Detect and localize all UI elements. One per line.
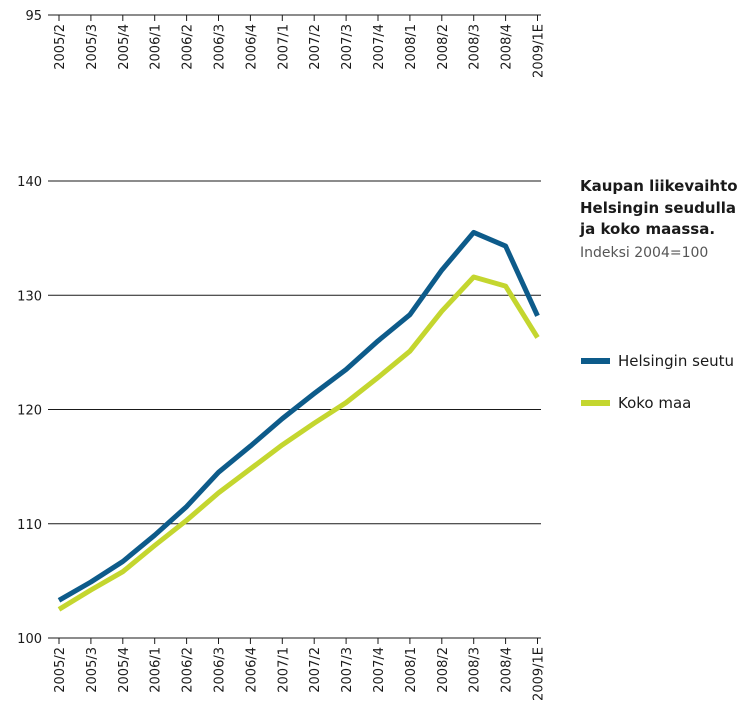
chart-subtitle: Indeksi 2004=100 xyxy=(580,244,709,261)
x-tick-label: 2007/3 xyxy=(340,647,355,693)
top-axis-tick-label: 2008/3 xyxy=(468,24,483,70)
y-tick-label: 110 xyxy=(17,518,42,533)
top-axis-value-label: 95 xyxy=(25,9,42,24)
x-tick-label: 2006/3 xyxy=(213,647,228,693)
legend-swatch-helsingin-seutu xyxy=(581,358,610,364)
x-tick-label: 2008/4 xyxy=(500,647,515,693)
legend-label-helsingin-seutu: Helsingin seutu xyxy=(618,352,735,370)
top-axis-tick-label: 2007/4 xyxy=(372,24,387,70)
x-tick-label: 2007/2 xyxy=(308,647,323,693)
y-tick-label: 120 xyxy=(17,404,42,419)
x-tick-label: 2006/2 xyxy=(181,647,196,693)
top-axis-tick-label: 2005/2 xyxy=(53,24,68,70)
chart-title: Kaupan liikevaihto Helsingin seudulla ja… xyxy=(580,177,738,238)
legend-swatch-koko-maa xyxy=(581,400,610,406)
legend-item-koko-maa: Koko maa xyxy=(581,394,691,412)
x-tick-label: 2007/4 xyxy=(372,647,387,693)
x-tick-label: 2008/3 xyxy=(468,647,483,693)
series-line-helsingin-seutu xyxy=(57,229,540,603)
x-tick-label: 2005/4 xyxy=(117,647,132,693)
top-axis-tick-label: 2007/3 xyxy=(340,24,355,70)
top-axis-tick-label: 2006/4 xyxy=(244,24,259,70)
x-tick-label: 2008/1 xyxy=(404,647,419,693)
y-tick-label: 130 xyxy=(17,289,42,304)
x-tick-label: 2006/4 xyxy=(244,647,259,693)
top-axis-tick-label: 2006/1 xyxy=(149,24,164,70)
top-axis-tick-label: 2007/1 xyxy=(276,24,291,70)
y-tick-label: 140 xyxy=(17,175,42,190)
top-axis-tick-label: 2006/2 xyxy=(181,24,196,70)
series-line-koko-maa xyxy=(57,274,540,612)
legend-label-koko-maa: Koko maa xyxy=(618,394,692,412)
top-axis-tick-label: 2008/4 xyxy=(500,24,515,70)
x-tick-label: 2009/1E xyxy=(532,647,547,701)
x-tick-label: 2006/1 xyxy=(149,647,164,693)
top-axis-tick-label: 2008/1 xyxy=(404,24,419,70)
top-axis-tick-label: 2009/1E xyxy=(532,24,547,78)
x-tick-label: 2005/2 xyxy=(53,647,68,693)
x-tick-label: 2008/2 xyxy=(436,647,451,693)
top-axis-tick-label: 2008/2 xyxy=(436,24,451,70)
legend-item-helsingin-seutu: Helsingin seutu xyxy=(581,352,734,370)
top-axis-tick-label: 2007/2 xyxy=(308,24,323,70)
top-axis-tick-label: 2005/3 xyxy=(85,24,100,70)
x-tick-label: 2005/3 xyxy=(85,647,100,693)
y-tick-label: 100 xyxy=(17,632,42,647)
top-axis-tick-label: 2005/4 xyxy=(117,24,132,70)
chart-title-block: Kaupan liikevaihto Helsingin seudulla ja… xyxy=(580,176,744,264)
x-tick-label: 2007/1 xyxy=(276,647,291,693)
top-axis-tick-label: 2006/3 xyxy=(213,24,228,70)
